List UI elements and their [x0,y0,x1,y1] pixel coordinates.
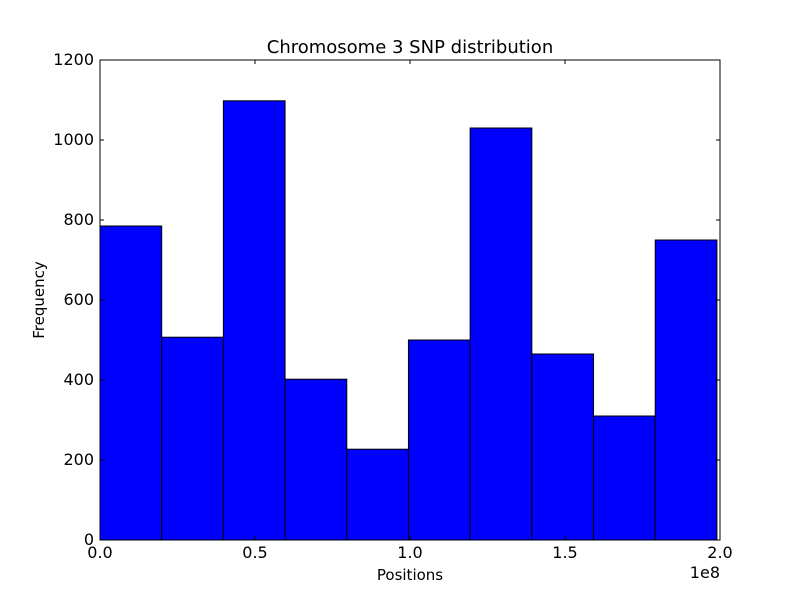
y-tick-label-6: 1000 [53,130,94,149]
bars-layer [99,100,718,541]
ticks-layer: 0.0 0.5 1.0 1.5 2.0 0 200 400 600 800 1000 1200 [53,50,732,562]
histogram-bar-5 [346,448,409,541]
histogram-bar-7 [469,127,533,541]
histogram-bar-1 [99,225,163,541]
y-axis-label: Frequency [30,261,48,339]
x-tick-label-1: 0.0 [87,543,112,562]
x-tick-label-2: 0.5 [242,543,267,562]
y-tick-label-5: 800 [63,210,94,229]
chart-title: Chromosome 3 SNP distribution [267,37,553,58]
histogram-bar-9 [593,415,656,541]
y-tick-label-2: 200 [63,450,94,469]
x-axis-label: Positions [377,566,443,584]
histogram-bar-8 [531,353,595,541]
x-tick-label-4: 1.5 [552,543,577,562]
histogram-bar-4 [284,378,348,541]
y-tick-label-3: 400 [63,370,94,389]
x-axis-offset-text: 1e8 [690,563,720,582]
y-tick-label-1: 0 [84,530,94,549]
histogram-bar-10 [654,239,718,541]
histogram-bar-3 [222,100,286,541]
x-tick-label-5: 2.0 [707,543,732,562]
y-tick-label-4: 600 [63,290,94,309]
x-tick-label-3: 1.0 [397,543,422,562]
histogram-bar-2 [161,336,224,541]
histogram-bar-6 [407,339,471,541]
y-tick-label-7: 1200 [53,50,94,69]
